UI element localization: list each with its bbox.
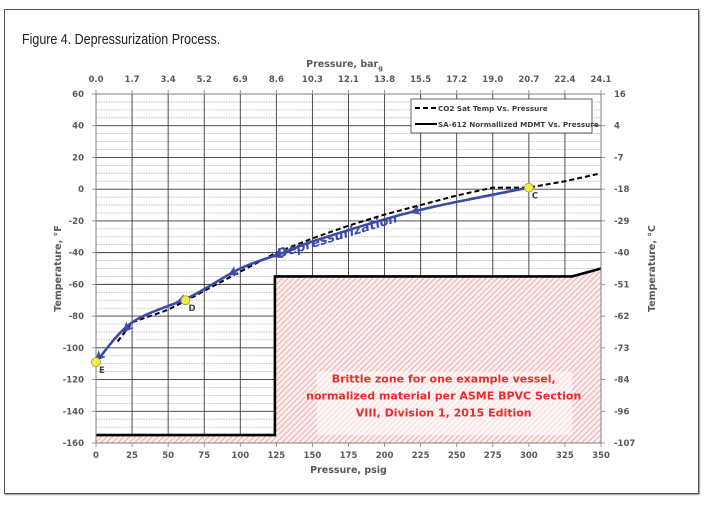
depressurization-arrow-icon <box>227 265 240 276</box>
x-tick-label: 250 <box>448 451 466 461</box>
y-axis-label: Temperature, °F <box>53 225 64 312</box>
depressurization-arrow-icon <box>409 205 422 215</box>
state-point-marker <box>91 357 101 367</box>
x2-axis-label-sub: g <box>378 64 383 72</box>
x-tick-label: 350 <box>592 451 610 461</box>
y-tick-label: -140 <box>63 407 84 417</box>
x-tick-label: 325 <box>556 451 574 461</box>
y-tick-label: 60 <box>72 90 84 100</box>
axes <box>92 90 605 447</box>
x2-tick-label: 12.1 <box>338 75 359 85</box>
y2-tick-label: -73 <box>614 344 629 354</box>
x-tick-label: 25 <box>126 451 138 461</box>
state-point-marker <box>180 295 191 306</box>
x2-tick-label: 24.1 <box>591 75 612 85</box>
x-tick-label: 50 <box>162 451 174 461</box>
y-tick-label: -80 <box>69 312 84 322</box>
arrowhead <box>227 265 240 276</box>
series-mdmt-line <box>96 267 602 437</box>
x2-tick-label: 22.4 <box>554 75 575 85</box>
x2-tick-label: 1.7 <box>125 75 140 85</box>
x-tick-label: 0 <box>93 451 99 461</box>
process-points: C D E <box>91 182 538 376</box>
figure-title: Figure 4. Depressurization Process. <box>22 32 221 48</box>
x2-tick-label: 5.2 <box>197 75 212 85</box>
state-point-label: D <box>188 304 195 314</box>
legend-entry-mdmt: SA-612 Normallized MDMT Vs. Pressure <box>438 120 599 129</box>
y2-tick-label: -107 <box>614 439 635 449</box>
x2-tick-label: 15.5 <box>410 75 431 85</box>
y2-tick-label: 4 <box>614 122 620 132</box>
y2-tick-label: -18 <box>614 185 629 195</box>
y2-axis-label: Temperature, °C <box>647 225 658 312</box>
x-tick-label: 275 <box>484 451 502 461</box>
x-tick-label: 225 <box>412 451 430 461</box>
x2-tick-label: 13.8 <box>374 75 395 85</box>
y-tick-label: 0 <box>78 185 84 195</box>
y2-tick-label: 16 <box>614 90 626 100</box>
y2-tick-label: -29 <box>614 217 629 227</box>
legend-entry-co2: CO2 Sat Temp Vs. Pressure <box>438 104 548 113</box>
x2-tick-label: 0.0 <box>88 75 103 85</box>
legend: CO2 Sat Temp Vs. Pressure SA-612 Normalli… <box>410 98 599 134</box>
x-axis-label: Pressure, psig <box>310 465 387 476</box>
y2-tick-label: -62 <box>614 312 629 322</box>
x-tick-label: 300 <box>520 451 538 461</box>
x-tick-label: 200 <box>376 451 394 461</box>
x2-axis-label: Pressure, barg <box>306 59 383 72</box>
x-tick-label: 100 <box>231 451 249 461</box>
y2-tick-label: -7 <box>614 153 624 163</box>
y-tick-label: 40 <box>72 122 84 132</box>
state-point-label: C <box>532 192 538 202</box>
y2-tick-label: -84 <box>614 376 629 386</box>
y-tick-label: -60 <box>69 280 84 290</box>
y-tick-label: 20 <box>72 153 84 163</box>
y-tick-label: -100 <box>63 344 84 354</box>
series-lines <box>94 172 602 437</box>
depressurization-arrow-icon <box>271 248 284 258</box>
x2-tick-label: 19.0 <box>482 75 503 85</box>
state-point-marker <box>523 182 534 193</box>
y2-tick-label: -96 <box>614 407 629 417</box>
depressurization-arrow-icon <box>122 321 134 333</box>
x2-tick-label: 17.2 <box>446 75 467 85</box>
y-tick-label: -20 <box>69 217 84 227</box>
series-co2-sat-line <box>116 172 602 343</box>
state-point-label: E <box>99 366 105 376</box>
x2-tick-label: 10.3 <box>302 75 323 85</box>
brittle-zone-annotation: VIII, Division 1, 2015 Edition <box>356 407 532 420</box>
annotation-background <box>316 371 573 436</box>
x-tick-label: 125 <box>267 451 285 461</box>
arrowhead <box>271 248 284 258</box>
x2-tick-label: 8.6 <box>269 75 284 85</box>
y-tick-label: -160 <box>63 439 84 449</box>
y2-tick-label: -51 <box>614 280 629 290</box>
y-tick-label: -40 <box>69 249 84 259</box>
legend-box <box>410 98 593 134</box>
x-tick-label: 150 <box>304 451 322 461</box>
arrowhead <box>122 321 134 333</box>
x2-tick-label: 6.9 <box>233 75 248 85</box>
x2-axis-label-main: Pressure, bar <box>306 59 378 70</box>
x2-tick-label: 20.7 <box>518 75 539 85</box>
x-tick-label: 75 <box>198 451 210 461</box>
brittle-zone-annotation: normalized material per ASME BPVC Sectio… <box>306 390 581 403</box>
x-tick-label: 175 <box>340 451 358 461</box>
x2-tick-label: 3.4 <box>161 75 176 85</box>
y-tick-label: -120 <box>63 376 84 386</box>
brittle-zone-annotation: Brittle zone for one example vessel, <box>332 373 556 386</box>
tick-labels: 0 0.0 25 1.7 50 3.4 75 5.2 100 6.9 125 8.6 150 10.3 17… <box>53 59 658 476</box>
arrowhead <box>409 205 422 215</box>
depressurization-path <box>95 186 530 363</box>
y2-tick-label: -40 <box>614 249 629 259</box>
